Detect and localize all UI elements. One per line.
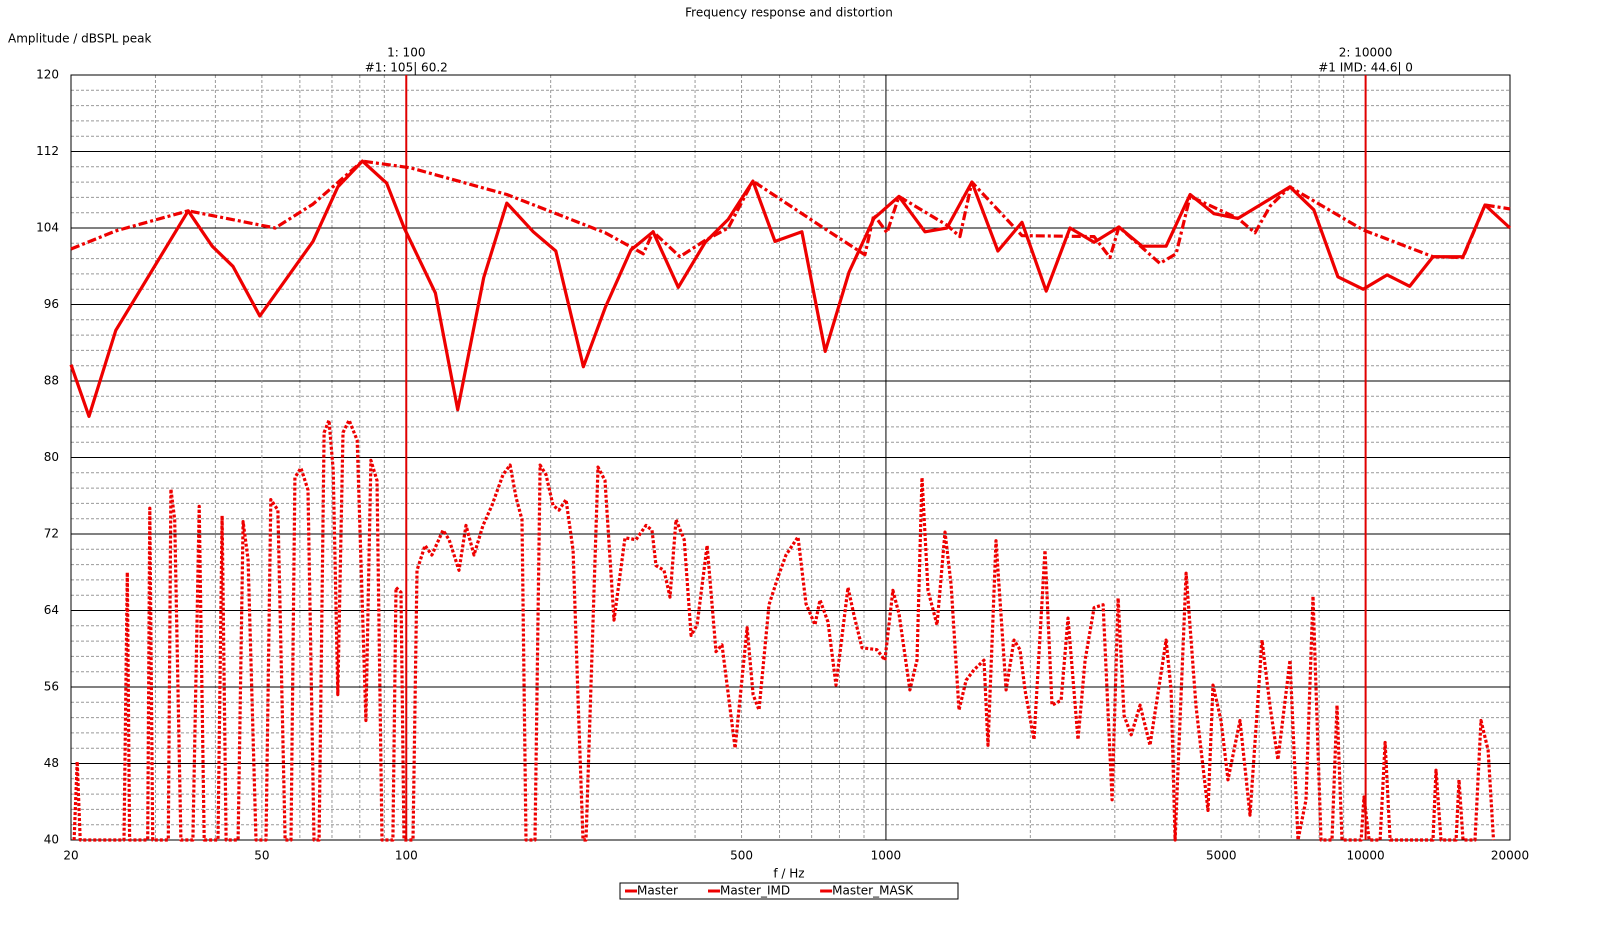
x-tick-label: 5000 <box>1206 849 1237 863</box>
y-tick-label: 48 <box>44 756 59 770</box>
x-tick-label: 500 <box>730 849 753 863</box>
y-tick-label: 96 <box>44 297 59 311</box>
cursor-readout: #1: 105| 60.2 <box>365 61 448 75</box>
y-tick-label: 72 <box>44 527 59 541</box>
x-tick-label: 1000 <box>871 849 902 863</box>
x-tick-label: 20000 <box>1491 849 1529 863</box>
y-tick-label: 80 <box>44 450 59 464</box>
legend-box <box>619 882 959 900</box>
y-tick-label: 104 <box>36 221 59 235</box>
y-tick-label: 64 <box>44 603 59 617</box>
legend-label: Master_MASK <box>832 884 914 898</box>
cursor-readout: #1 IMD: 44.6| 0 <box>1318 61 1413 75</box>
y-tick-label: 112 <box>36 144 59 158</box>
series-line <box>69 159 1512 418</box>
legend-label: Master <box>637 884 678 898</box>
x-tick-label: 100 <box>395 849 418 863</box>
y-axis-label: Amplitude / dBSPL peak <box>8 32 152 46</box>
y-tick-label: 40 <box>44 833 59 847</box>
x-tick-label: 10000 <box>1347 849 1385 863</box>
x-tick-label: 50 <box>254 849 269 863</box>
x-axis-label: f / Hz <box>773 867 804 881</box>
y-tick-label: 88 <box>44 374 59 388</box>
plot-border <box>70 74 1511 841</box>
series-line <box>70 159 1511 265</box>
series-line <box>72 418 1496 842</box>
legend-label: Master_IMD <box>720 884 790 898</box>
cursor-label: 2: 10000 <box>1339 46 1393 60</box>
y-tick-label: 56 <box>44 680 59 694</box>
cursor-label: 1: 100 <box>387 46 425 60</box>
y-tick-label: 120 <box>36 68 59 82</box>
x-tick-label: 20 <box>63 849 78 863</box>
chart-title: Frequency response and distortion <box>685 6 893 20</box>
